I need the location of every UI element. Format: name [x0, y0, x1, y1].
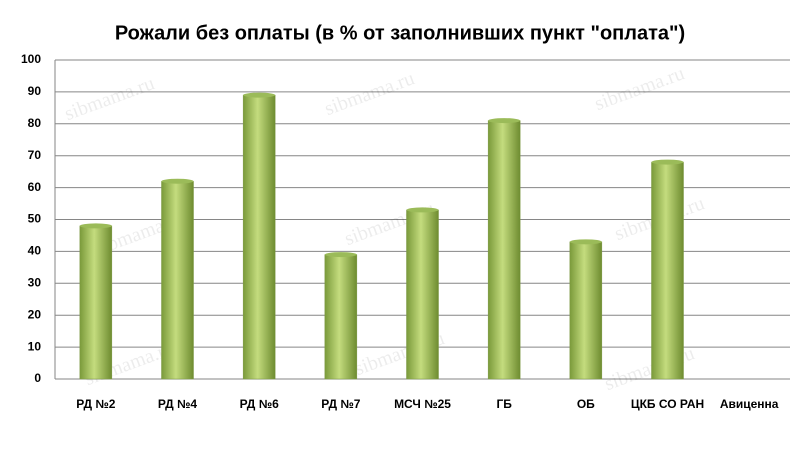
x-tick-label: РД №2	[76, 397, 116, 411]
watermark: sibmama.ru	[592, 62, 688, 115]
y-tick-label: 60	[28, 180, 42, 194]
bar	[651, 161, 684, 380]
chart-title: Рожали без оплаты (в % от заполнивших пу…	[115, 22, 685, 44]
bar-top	[569, 239, 602, 245]
bar-top	[243, 92, 276, 98]
bar	[161, 180, 194, 380]
x-tick-label: РД №4	[157, 397, 198, 411]
bar-top	[161, 178, 194, 184]
y-tick-label: 20	[28, 307, 42, 321]
x-tick-label: РД №6	[239, 397, 279, 411]
y-tick-label: 30	[28, 275, 42, 289]
bar	[406, 209, 439, 380]
bar-top	[488, 118, 521, 124]
y-tick-label: 40	[28, 244, 42, 258]
x-tick-label: ГБ	[496, 397, 512, 411]
y-tick-label: 80	[28, 116, 42, 130]
x-tick-label: РД №7	[321, 397, 361, 411]
y-tick-label: 90	[28, 84, 42, 98]
bar	[242, 94, 276, 380]
x-tick-label: ЦКБ СО РАН	[630, 397, 705, 411]
bar-top	[651, 159, 684, 165]
x-tick-label: МСЧ №25	[394, 397, 451, 411]
y-tick-label: 10	[28, 339, 42, 353]
bar-top	[324, 252, 357, 258]
watermark: sibmama.ru	[62, 72, 158, 125]
bar-top	[79, 223, 112, 229]
bar	[79, 225, 113, 380]
y-tick-label: 50	[28, 212, 42, 226]
y-tick-label: 0	[34, 371, 41, 385]
bar	[569, 241, 603, 380]
y-tick-label: 100	[21, 52, 41, 66]
x-tick-label: ОБ	[576, 397, 595, 411]
watermark: sibmama.ru	[322, 67, 418, 120]
bar-top	[406, 207, 439, 213]
y-tick-label: 70	[28, 148, 42, 162]
bar	[487, 120, 521, 380]
bar	[324, 254, 358, 380]
x-tick-label: Авиценна	[719, 397, 779, 411]
